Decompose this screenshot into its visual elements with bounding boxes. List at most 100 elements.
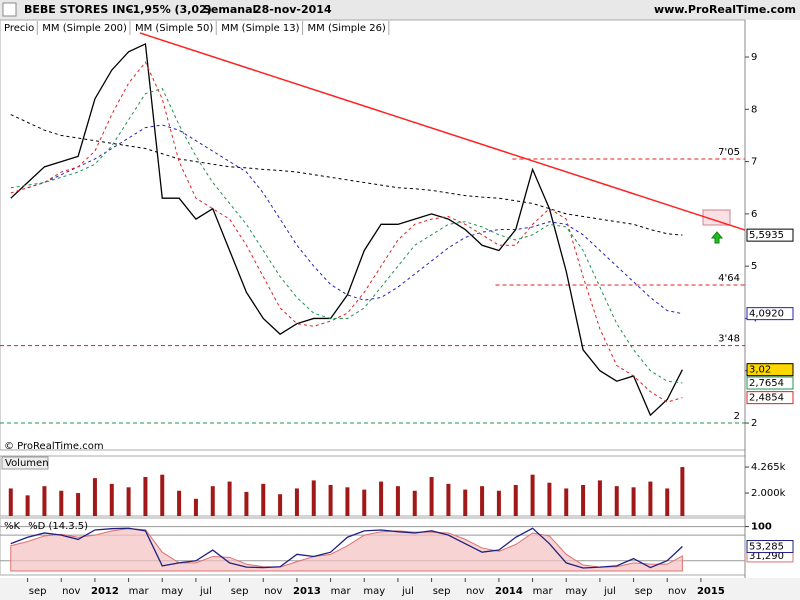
volume-bar: [446, 483, 451, 516]
volume-bar: [379, 481, 384, 516]
x-tick-label: jul: [401, 586, 414, 597]
x-tick-label: 2014: [495, 586, 523, 597]
volume-bar: [244, 491, 249, 516]
volume-bar: [631, 487, 636, 516]
x-tick-label: may: [565, 586, 587, 597]
volume-bar: [278, 494, 283, 516]
volume-bar: [429, 476, 434, 516]
header-bar: [0, 0, 800, 20]
legend-entry: MM (Simple 26): [308, 23, 386, 34]
header-button[interactable]: [2, 2, 17, 17]
volume-bar: [261, 483, 266, 516]
volume-bar: [581, 485, 586, 516]
legend-entry: %D (14.3.5): [28, 521, 88, 532]
volume-bar: [362, 489, 367, 516]
series-line: [10, 42, 683, 417]
x-tick-label: mar: [331, 586, 352, 597]
volume-bar: [177, 490, 182, 516]
volume-bar: [294, 488, 299, 516]
series-line: [27, 124, 683, 315]
y-tick-label: 9: [751, 52, 757, 63]
site: www.ProRealTime.com: [654, 3, 796, 16]
volume-panel: [0, 455, 746, 517]
x-tick-label: may: [363, 586, 385, 597]
volume-bar: [210, 486, 215, 516]
volume-bar: [328, 485, 333, 516]
volume-bar: [480, 486, 485, 516]
y-tick-label: 7: [751, 157, 757, 168]
volume-bar: [193, 498, 198, 516]
volume-bar: [496, 490, 501, 516]
volume-bar: [227, 481, 232, 516]
volume-bar: [8, 488, 13, 516]
volume-bar: [126, 487, 131, 516]
volume-bar: [412, 490, 417, 516]
volume-bar: [160, 474, 165, 516]
volume-bar: [564, 488, 569, 516]
x-tick-label: 2015: [697, 586, 725, 597]
alert-box[interactable]: [702, 209, 731, 226]
last-value-label: 53,285: [749, 542, 784, 553]
change: -1,95% (3,02): [128, 3, 212, 16]
volume-bar: [530, 474, 535, 516]
level-label: 2: [734, 411, 740, 422]
volume-bar: [143, 476, 148, 516]
trendline: [139, 32, 746, 231]
x-tick-label: mar: [129, 586, 150, 597]
volume-bar: [109, 483, 114, 516]
last-value-box: [746, 307, 794, 321]
x-tick-label: mar: [533, 586, 554, 597]
level-label: 7'05: [718, 147, 740, 158]
x-tick-label: jul: [199, 586, 212, 597]
last-value-box: [746, 391, 794, 405]
y-tick-label: 4.265k: [751, 462, 786, 473]
y-tick-label: 100: [751, 522, 772, 533]
watermark: © ProRealTime.com: [4, 441, 104, 452]
y-tick-label: 8: [751, 104, 757, 115]
volume-bar: [42, 486, 47, 516]
last-value-label: 2,4854: [749, 393, 784, 404]
up-arrow: [710, 231, 724, 244]
last-value-label: 3,02: [749, 365, 771, 376]
x-tick-label: sep: [635, 586, 653, 597]
y-tick-label: 5: [751, 261, 757, 272]
volume-bar: [513, 485, 518, 516]
price-panel: [0, 19, 746, 451]
series-line: [10, 527, 683, 569]
x-tick-label: nov: [466, 586, 484, 597]
x-tick-label: 2013: [293, 586, 321, 597]
x-axis-strip: [0, 578, 800, 600]
level-label: 4'64: [718, 273, 740, 284]
x-tick-label: nov: [668, 586, 686, 597]
date: 28-nov-2014: [254, 3, 332, 16]
volume-bar: [92, 478, 97, 516]
volume-bar: [59, 490, 64, 516]
y-tick-label: 2.000k: [751, 488, 786, 499]
legend-entry: Precio: [4, 23, 34, 34]
legend-entry: %K: [4, 521, 21, 532]
last-value-label: 5,5935: [749, 230, 784, 241]
last-value-label: 2,7654: [749, 378, 784, 389]
volume-bar: [547, 482, 552, 516]
volume-bar: [597, 480, 602, 516]
x-tick-label: sep: [231, 586, 249, 597]
y-tick-label: 6: [751, 209, 757, 220]
x-tick-label: may: [161, 586, 183, 597]
x-tick-label: jul: [603, 586, 616, 597]
last-value-box: [746, 540, 794, 554]
volume-bar: [463, 489, 468, 516]
volume-bar: [345, 487, 350, 516]
x-tick-label: sep: [29, 586, 47, 597]
legend-entry: MM (Simple 13): [221, 23, 299, 34]
volume-bar: [25, 495, 30, 516]
panel-label-box: [1, 456, 49, 470]
volume-bar: [311, 480, 316, 516]
x-tick-label: nov: [264, 586, 282, 597]
series-line: [10, 114, 683, 236]
volume-bar: [614, 486, 619, 516]
last-value-label: 31,290: [749, 551, 784, 562]
volume-bar: [76, 493, 81, 516]
level-label: 3'48: [718, 334, 740, 345]
last-value-box: [746, 228, 794, 242]
